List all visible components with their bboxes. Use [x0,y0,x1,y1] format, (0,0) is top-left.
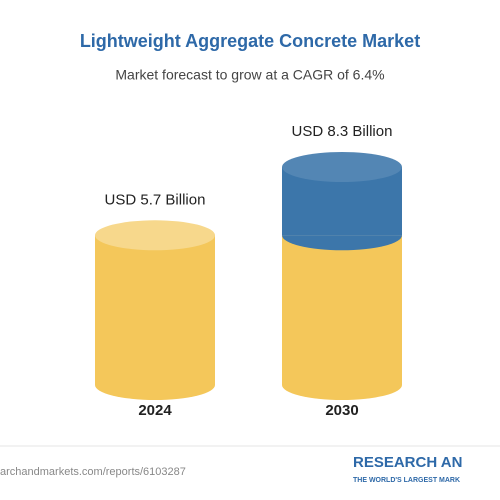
cylinder-top [282,152,402,182]
source-url: archandmarkets.com/reports/6103287 [0,466,186,478]
cylinder-growth-edge [282,235,402,251]
x-tick-label: 2024 [138,402,172,419]
cylinder-body [95,235,215,385]
logo-tagline: THE WORLD'S LARGEST MARK [353,477,460,484]
value-label: USD 5.7 Billion [105,191,206,208]
cylinder-top [95,220,215,251]
cylinder-body [282,235,402,385]
logo: RESEARCH AN [353,454,462,471]
value-label: USD 8.3 Billion [292,123,393,140]
chart-title: Lightweight Aggregate Concrete Market [80,31,420,51]
x-tick-label: 2030 [325,402,358,419]
chart-subtitle: Market forecast to grow at a CAGR of 6.4… [115,67,384,83]
